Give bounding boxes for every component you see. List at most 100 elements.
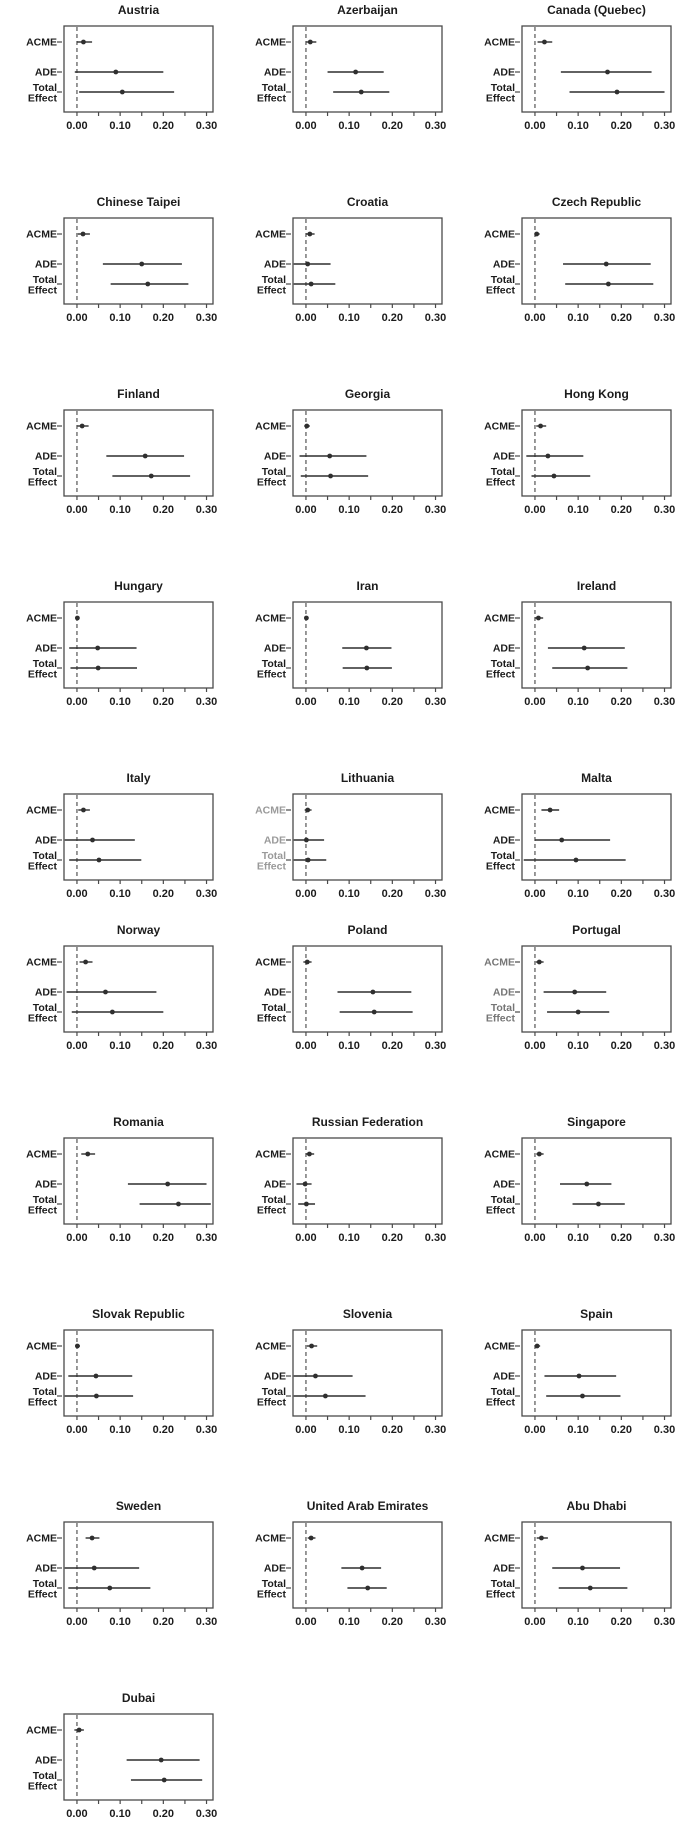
plot-box [63, 1521, 214, 1609]
plot-box [521, 793, 672, 881]
plot-row-9: Sweden 0.00 0.10 0.20 0.30 ACME ADE Total Effect… [4, 1498, 685, 1634]
plot-box [292, 601, 443, 689]
category-label: ADE [493, 1371, 515, 1383]
point-estimate-acme [308, 1535, 314, 1541]
plot-row-2: Chinese Taipei 0.00 0.10 0.20 0.30 ACME ADE Tot… [4, 194, 685, 330]
category-label: ADE [35, 987, 57, 999]
category-label: ADE [493, 643, 515, 655]
category-label: ADE [264, 835, 286, 847]
category-label: ADE [264, 1371, 286, 1383]
plot-box [63, 1137, 214, 1225]
x-axis-tick-label: 0.10 [338, 1616, 359, 1628]
plot-box [521, 1329, 672, 1417]
category-label: ADE [35, 259, 57, 271]
point-estimate-total_effect [161, 1777, 167, 1783]
x-axis-tick-label: 0.20 [382, 1040, 403, 1052]
panel-title: Slovak Republic [92, 1307, 185, 1321]
x-axis-tick-label: 0.00 [66, 120, 87, 132]
point-estimate-acme [76, 1727, 82, 1733]
x-axis-tick-label: 0.30 [196, 1808, 217, 1820]
category-label: ADE [35, 1563, 57, 1575]
category-label: ACME [255, 1149, 286, 1161]
plot-box [63, 409, 214, 497]
point-estimate-ade [139, 261, 145, 267]
x-axis-tick-label: 0.00 [66, 1616, 87, 1628]
x-axis-tick-label: 0.10 [109, 120, 130, 132]
plot-row-6: Norway 0.00 0.10 0.20 0.30 ACME ADE Total Effect… [4, 922, 685, 1058]
x-axis-tick-label: 0.20 [153, 1232, 174, 1244]
category-label: Total Effect [486, 466, 516, 489]
category-label: ACME [255, 229, 286, 241]
point-estimate-total_effect [95, 665, 101, 671]
point-estimate-ade [303, 837, 309, 843]
x-axis-tick-label: 0.10 [567, 504, 588, 516]
point-estimate-ade [142, 453, 148, 459]
point-estimate-acme [83, 959, 88, 965]
forest-panel-sweden: Sweden 0.00 0.10 0.20 0.30 ACME ADE Total Effect [26, 1499, 217, 1628]
category-label: Total Effect [486, 1002, 516, 1025]
x-axis-tick-label: 0.10 [338, 312, 359, 324]
panel-title: Slovenia [343, 1307, 393, 1321]
point-estimate-total_effect [119, 89, 125, 95]
point-estimate-total_effect [93, 1393, 99, 1399]
forest-panel-georgia: Georgia 0.00 0.10 0.20 0.30 ACME ADE Total Effec… [255, 387, 446, 516]
x-axis-tick-label: 0.30 [654, 1232, 675, 1244]
x-axis-tick-label: 0.00 [66, 504, 87, 516]
point-estimate-acme [307, 231, 313, 237]
point-estimate-total_effect [109, 1009, 115, 1015]
point-estimate-acme [309, 1343, 314, 1349]
point-estimate-ade [359, 1565, 365, 1571]
point-estimate-total_effect [358, 89, 364, 95]
x-axis-tick-label: 0.30 [425, 504, 446, 516]
point-estimate-ade [581, 645, 587, 651]
point-estimate-acme [305, 807, 311, 813]
category-label: Total Effect [28, 1578, 58, 1601]
x-axis-tick-label: 0.20 [153, 1616, 174, 1628]
category-label: Total Effect [486, 850, 516, 873]
forest-panel-czech-republic: Czech Republic 0.00 0.10 0.20 0.30 ACME ADE Tot… [484, 195, 675, 324]
x-axis-tick-label: 0.30 [425, 888, 446, 900]
point-estimate-ade [584, 1181, 590, 1187]
x-axis-tick-label: 0.10 [567, 1232, 588, 1244]
panel-title: Finland [117, 387, 160, 401]
forest-panel-romania: Romania 0.00 0.10 0.20 0.30 ACME ADE Total Effec… [26, 1115, 217, 1244]
point-estimate-ade [605, 69, 610, 75]
x-axis-tick-label: 0.00 [524, 1616, 545, 1628]
forest-panel-singapore: Singapore 0.00 0.10 0.20 0.30 ACME ADE Total Eff… [484, 1115, 675, 1244]
point-estimate-total_effect [148, 473, 154, 479]
category-label: ACME [255, 805, 286, 817]
panel-title: Canada (Quebec) [547, 3, 646, 17]
point-estimate-ade [572, 989, 578, 995]
panel-title: Czech Republic [552, 195, 642, 209]
category-label: Total Effect [486, 82, 516, 105]
forest-panel-chinese-taipei: Chinese Taipei 0.00 0.10 0.20 0.30 ACME ADE Tot… [26, 195, 217, 324]
panel-title: Spain [580, 1307, 613, 1321]
category-label: Total Effect [486, 658, 516, 681]
category-label: ADE [264, 1179, 286, 1191]
x-axis-tick-label: 0.20 [382, 1232, 403, 1244]
x-axis-tick-label: 0.00 [524, 1040, 545, 1052]
x-axis-tick-label: 0.20 [611, 312, 632, 324]
category-label: Total Effect [257, 1002, 287, 1025]
x-axis-tick-label: 0.00 [295, 1040, 316, 1052]
panel-title: Austria [118, 3, 160, 17]
panel-title: Norway [117, 923, 161, 937]
x-axis-tick-label: 0.10 [109, 1808, 130, 1820]
category-label: ADE [493, 1179, 515, 1191]
plot-box [521, 1137, 672, 1225]
forest-panel-slovak-republic: Slovak Republic 0.00 0.10 0.20 0.30 ACME ADE To… [26, 1307, 217, 1436]
x-axis-tick-label: 0.20 [382, 312, 403, 324]
x-axis-tick-label: 0.20 [382, 696, 403, 708]
point-estimate-acme [81, 807, 86, 813]
point-estimate-total_effect [573, 857, 579, 863]
point-estimate-acme [85, 1151, 91, 1157]
category-label: ADE [35, 1755, 57, 1767]
panel-title: Portugal [572, 923, 621, 937]
category-label: ACME [484, 229, 515, 241]
x-axis-tick-label: 0.30 [196, 312, 217, 324]
point-estimate-ade [95, 645, 101, 651]
plot-box [63, 601, 214, 689]
x-axis-tick-label: 0.00 [66, 1808, 87, 1820]
x-axis-tick-label: 0.10 [567, 1424, 588, 1436]
x-axis-tick-label: 0.00 [524, 312, 545, 324]
